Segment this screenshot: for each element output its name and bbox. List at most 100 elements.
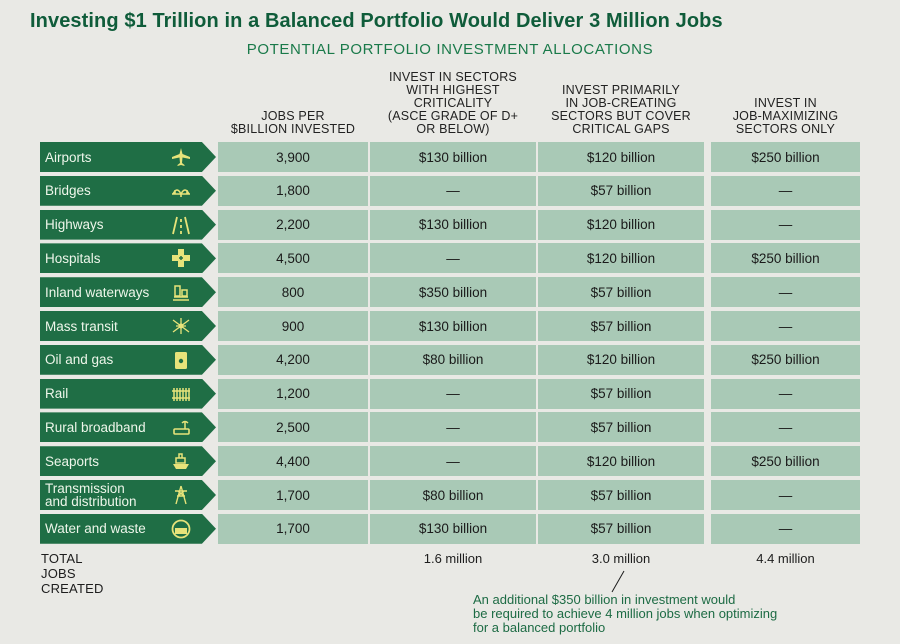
primarily-allocation-cell: $57 billion <box>538 175 704 206</box>
criticality-allocation-cell: $130 billion <box>370 142 536 172</box>
sector-label-cell: Rail <box>40 378 216 409</box>
sector-name: Seaports <box>45 453 100 469</box>
primarily-allocation-cell: $120 billion <box>538 209 704 240</box>
sector-label-cell: Seaports <box>40 446 216 477</box>
primarily-allocation-cell: $120 billion <box>538 142 704 172</box>
column-header-maximizing: INVEST IN JOB-MAXIMIZING SECTORS ONLY <box>732 96 839 136</box>
maximizing-allocation-cell: $250 billion <box>711 142 860 172</box>
lock-dam-icon <box>173 285 189 301</box>
table-row: Bridges 1,800— $57 billion — <box>40 175 860 206</box>
primarily-allocation-cell: $120 billion <box>538 243 704 274</box>
primarily-allocation-cell: $57 billion <box>538 311 704 341</box>
jobs-per-billion-cell: 2,200 <box>218 209 368 240</box>
sector-name: Highways <box>45 217 104 233</box>
table-row: Rural broadband 2,500— $57 billion — <box>40 412 860 443</box>
maximizing-allocation-cell: — <box>711 378 860 409</box>
table-row: Mass transit 900 $130 billion $57 billion — <box>40 311 860 341</box>
sector-label-cell: Rural broadband <box>40 412 216 443</box>
sector-label-cell: Mass transit <box>40 311 216 341</box>
subtitle-text: POTENTIAL PORTFOLIO INVESTMENT ALLOCATIO… <box>246 41 654 58</box>
primarily-allocation-cell: $57 billion <box>538 513 704 544</box>
airplane-icon <box>172 148 190 166</box>
sector-label-cell: Water and waste <box>40 513 216 544</box>
totals-label: TOTAL JOBS CREATED <box>41 551 104 596</box>
maximizing-allocation-cell: — <box>711 513 860 544</box>
jobs-per-billion-cell: 4,500 <box>218 243 368 274</box>
medical-cross-icon <box>172 249 190 268</box>
oil-barrel-icon <box>175 351 187 369</box>
total-criticality: 1.6 million <box>423 551 483 566</box>
total-primarily: 3.0 million <box>591 551 651 566</box>
primarily-allocation-cell: $120 billion <box>538 344 704 375</box>
jobs-per-billion-cell: 800 <box>218 277 368 308</box>
sector-name: Mass transit <box>45 318 118 334</box>
highway-icon <box>172 216 190 234</box>
maximizing-allocation-cell: — <box>711 480 860 510</box>
criticality-allocation-cell: $350 billion <box>370 277 536 308</box>
maximizing-allocation-cell: — <box>711 311 860 341</box>
primarily-allocation-cell: $57 billion <box>538 412 704 443</box>
router-icon <box>173 421 190 436</box>
sector-name: Hospitals <box>45 250 101 266</box>
sector-label-cell: Highways <box>40 209 216 240</box>
maximizing-allocation-cell: — <box>711 175 860 206</box>
sector-label-cell: Oil and gas <box>40 344 216 375</box>
ship-icon <box>173 453 189 470</box>
sector-name: Transmission and distribution <box>45 481 137 509</box>
jobs-per-billion-cell: 1,700 <box>218 480 368 510</box>
table-row: Rail 1,200— $57 billion — <box>40 378 860 409</box>
jobs-per-billion-cell: 1,700 <box>218 513 368 544</box>
maximizing-allocation-cell: $250 billion <box>711 243 860 274</box>
jobs-per-billion-cell: 2,500 <box>218 412 368 443</box>
maximizing-allocation-cell: — <box>711 277 860 308</box>
maximizing-allocation-cell: $250 billion <box>711 446 860 477</box>
sector-label-cell: Inland waterways <box>40 277 216 308</box>
primarily-allocation-cell: $57 billion <box>538 277 704 308</box>
column-header-primarily: INVEST PRIMARILY IN JOB-CREATING SECTORS… <box>551 83 691 136</box>
criticality-allocation-cell: $80 billion <box>370 344 536 375</box>
criticality-allocation-cell: — <box>370 175 536 206</box>
table-row: Inland waterways 800 $350 billion $57 billi… <box>40 277 860 308</box>
primarily-allocation-cell: $57 billion <box>538 480 704 510</box>
primarily-allocation-cell: $57 billion <box>538 378 704 409</box>
jobs-per-billion-cell: 4,200 <box>218 344 368 375</box>
maximizing-allocation-cell: $250 billion <box>711 344 860 375</box>
table-row: Airports 3,900 $130 billion $120 billion $25… <box>40 142 860 172</box>
total-maximizing: 4.4 million <box>756 551 815 566</box>
jobs-per-billion-cell: 1,800 <box>218 175 368 206</box>
maximizing-allocation-cell: — <box>711 412 860 443</box>
table-row: Transmission and distribution 1,700 $80 bi… <box>40 480 860 510</box>
table-row: Water and waste 1,700 $130 billion $57 bill… <box>40 513 860 544</box>
criticality-allocation-cell: $130 billion <box>370 311 536 341</box>
jobs-per-billion-cell: 900 <box>218 311 368 341</box>
sector-label-cell: Hospitals <box>40 243 216 274</box>
annotation-note: An additional $350 billion in investment… <box>473 592 778 635</box>
sector-name: Water and waste <box>45 521 146 537</box>
bridge-icon <box>172 189 190 197</box>
maximizing-allocation-cell: — <box>711 209 860 240</box>
criticality-allocation-cell: — <box>370 378 536 409</box>
table-row: Seaports 4,400— $120 billion $250 billion <box>40 446 860 477</box>
sector-name: Rural broadband <box>45 419 146 435</box>
transit-map-icon <box>172 318 190 334</box>
power-tower-icon <box>175 485 187 505</box>
sector-name: Airports <box>45 149 92 165</box>
rail-track-icon <box>172 387 190 401</box>
criticality-allocation-cell: $130 billion <box>370 209 536 240</box>
sector-label-cell: Airports <box>40 142 216 172</box>
column-header-jobs: JOBS PER $BILLION INVESTED <box>230 109 356 136</box>
table-row: Highways 2,200 $130 billion $120 billion — <box>40 209 860 240</box>
sector-name: Rail <box>45 386 69 402</box>
chart-title: Investing $1 Trillion in a Balanced Port… <box>30 10 723 32</box>
criticality-allocation-cell: — <box>370 412 536 443</box>
column-header-criticality: INVEST IN SECTORS WITH HIGHEST CRITICALI… <box>387 70 519 136</box>
jobs-per-billion-cell: 4,400 <box>218 446 368 477</box>
primarily-allocation-cell: $120 billion <box>538 446 704 477</box>
sector-name: Inland waterways <box>45 284 150 300</box>
table-row: Oil and gas 4,200 $80 billion $120 billion $… <box>40 344 860 375</box>
criticality-allocation-cell: — <box>370 446 536 477</box>
water-pipe-icon <box>171 519 191 539</box>
sector-label-cell: Transmission and distribution <box>40 480 216 510</box>
chart-subtitle: POTENTIAL PORTFOLIO INVESTMENT ALLOCATIO… <box>0 41 900 58</box>
